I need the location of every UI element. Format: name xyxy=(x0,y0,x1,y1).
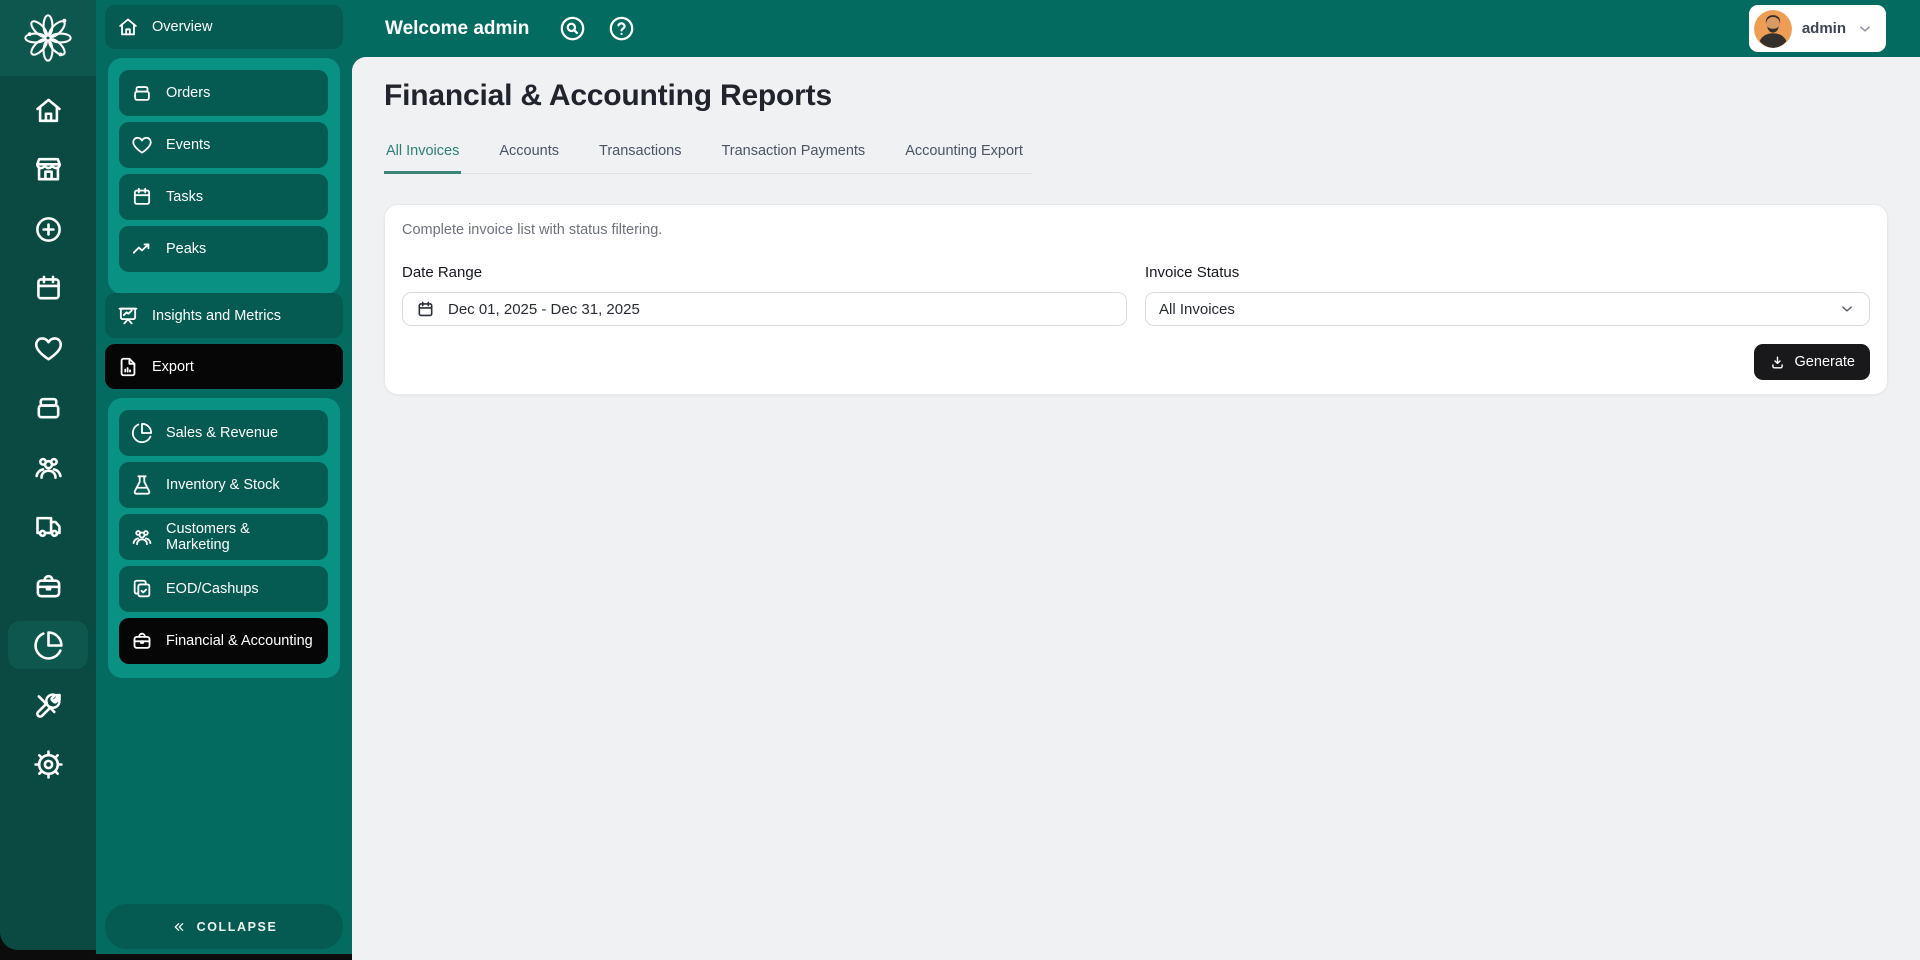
avatar xyxy=(1753,9,1792,48)
top-header: Welcome admin xyxy=(352,0,1920,57)
sidebar-group-export-reports: Sales & Revenue Inventory & Stock Custom… xyxy=(108,398,340,678)
rail-business-icon[interactable] xyxy=(0,562,96,610)
rail-settings-icon[interactable] xyxy=(0,740,96,788)
tab-accounts[interactable]: Accounts xyxy=(499,143,559,159)
rail-home-icon[interactable] xyxy=(0,86,96,134)
card-description: Complete invoice list with status filter… xyxy=(402,222,663,238)
page-title: Financial & Accounting Reports xyxy=(384,79,832,112)
sidebar-item-label: EOD/Cashups xyxy=(166,581,259,597)
invoice-status-select[interactable]: All Invoices xyxy=(1145,292,1870,326)
rail-customers-icon[interactable] xyxy=(0,443,96,491)
sidebar-item-customers-marketing[interactable]: Customers & Marketing xyxy=(119,514,328,560)
rail-storefront-icon[interactable] xyxy=(0,145,96,193)
icon-rail xyxy=(0,0,96,950)
sidebar-item-peaks[interactable]: Peaks xyxy=(119,226,328,272)
file-chart-icon xyxy=(120,357,136,376)
sidebar-item-inventory-stock[interactable]: Inventory & Stock xyxy=(119,462,328,508)
people-icon xyxy=(132,530,152,546)
main-content: Financial & Accounting Reports All Invoi… xyxy=(352,57,1920,960)
sidebar-item-label: Customers & Marketing xyxy=(166,521,250,553)
invoice-status-value: All Invoices xyxy=(1159,300,1235,318)
sidebar-item-label: Overview xyxy=(152,19,213,35)
brand-logo[interactable] xyxy=(0,0,96,76)
sidebar-item-label: Peaks xyxy=(166,241,207,257)
tab-all-invoices[interactable]: All Invoices xyxy=(384,137,462,174)
tab-accounting-export[interactable]: Accounting Export xyxy=(905,143,1023,159)
orders-box-icon xyxy=(134,86,150,101)
welcome-text: Welcome admin xyxy=(385,17,530,39)
sidebar: Overview Orders Events Tasks Peaks Insig… xyxy=(96,0,352,954)
rail-tools-icon[interactable] xyxy=(0,681,96,729)
generate-label: Generate xyxy=(1794,354,1855,370)
sidebar-item-insights[interactable]: Insights and Metrics xyxy=(105,293,343,338)
generate-button[interactable]: Generate xyxy=(1753,344,1870,380)
invoice-status-field-group: Invoice Status All Invoices xyxy=(1145,264,1870,326)
sidebar-item-overview[interactable]: Overview xyxy=(105,5,343,49)
home-icon xyxy=(119,18,137,36)
calendar-icon xyxy=(133,187,151,205)
sidebar-group-operations: Orders Events Tasks Peaks xyxy=(108,58,340,294)
rail-orders-icon[interactable] xyxy=(0,383,96,431)
sidebar-item-eod-cashups[interactable]: EOD/Cashups xyxy=(119,566,328,612)
user-name: admin xyxy=(1801,20,1846,37)
tab-bar: All Invoices Accounts Transactions Trans… xyxy=(384,137,1032,174)
presentation-chart-icon xyxy=(118,307,138,324)
download-icon xyxy=(1771,355,1783,369)
sidebar-item-label: Orders xyxy=(166,85,211,101)
search-icon[interactable] xyxy=(559,15,586,42)
chevron-down-icon xyxy=(1842,306,1852,312)
heart-icon xyxy=(132,136,152,154)
rail-reports-icon[interactable] xyxy=(0,621,96,669)
sidebar-item-financial-accounting[interactable]: Financial & Accounting xyxy=(119,618,328,664)
sidebar-item-label: Financial & Accounting xyxy=(166,633,313,649)
briefcase-icon xyxy=(133,632,151,649)
date-range-input[interactable]: Dec 01, 2025 - Dec 31, 2025 xyxy=(402,292,1127,326)
help-icon[interactable] xyxy=(608,15,635,42)
sidebar-item-label: Insights and Metrics xyxy=(152,307,281,324)
double-chevron-left-icon xyxy=(174,922,183,931)
sidebar-item-orders[interactable]: Orders xyxy=(119,70,328,116)
rail-delivery-icon[interactable] xyxy=(0,502,96,550)
sidebar-item-export[interactable]: Export xyxy=(105,344,343,389)
sidebar-item-events[interactable]: Events xyxy=(119,122,328,168)
rail-add-icon[interactable] xyxy=(0,205,96,253)
sidebar-item-label: Tasks xyxy=(166,189,204,205)
flask-icon xyxy=(133,475,151,495)
calendar-icon xyxy=(418,301,433,316)
card-actions: Generate xyxy=(402,344,1870,380)
invoice-status-label: Invoice Status xyxy=(1145,264,1240,281)
pie-chart-icon xyxy=(131,422,153,443)
collapse-sidebar-button[interactable]: COLLAPSE xyxy=(105,904,343,949)
rail-calendar-icon[interactable] xyxy=(0,264,96,312)
sidebar-item-sales-revenue[interactable]: Sales & Revenue xyxy=(119,410,328,456)
tab-transaction-payments[interactable]: Transaction Payments xyxy=(721,143,866,159)
copy-check-icon xyxy=(133,579,151,598)
date-range-label: Date Range xyxy=(402,264,483,281)
sidebar-item-label: Inventory & Stock xyxy=(166,477,280,493)
date-range-value: Dec 01, 2025 - Dec 31, 2025 xyxy=(448,300,640,318)
trending-up-icon xyxy=(132,243,150,254)
sidebar-item-label: Export xyxy=(152,358,194,375)
tab-transactions[interactable]: Transactions xyxy=(599,143,682,159)
lotus-logo-icon xyxy=(24,14,72,62)
filter-row: Date Range Dec 01, 2025 - Dec 31, 2025 I… xyxy=(402,264,1870,326)
user-menu[interactable]: admin xyxy=(1748,5,1886,52)
chevron-down-icon xyxy=(1860,25,1870,32)
date-range-field-group: Date Range Dec 01, 2025 - Dec 31, 2025 xyxy=(402,264,1127,326)
sidebar-item-tasks[interactable]: Tasks xyxy=(119,174,328,220)
rail-favorites-icon[interactable] xyxy=(0,324,96,372)
sidebar-item-label: Sales & Revenue xyxy=(166,425,279,441)
sidebar-item-label: Events xyxy=(166,137,211,153)
report-filter-card: Complete invoice list with status filter… xyxy=(384,204,1888,395)
collapse-label: COLLAPSE xyxy=(196,919,278,934)
